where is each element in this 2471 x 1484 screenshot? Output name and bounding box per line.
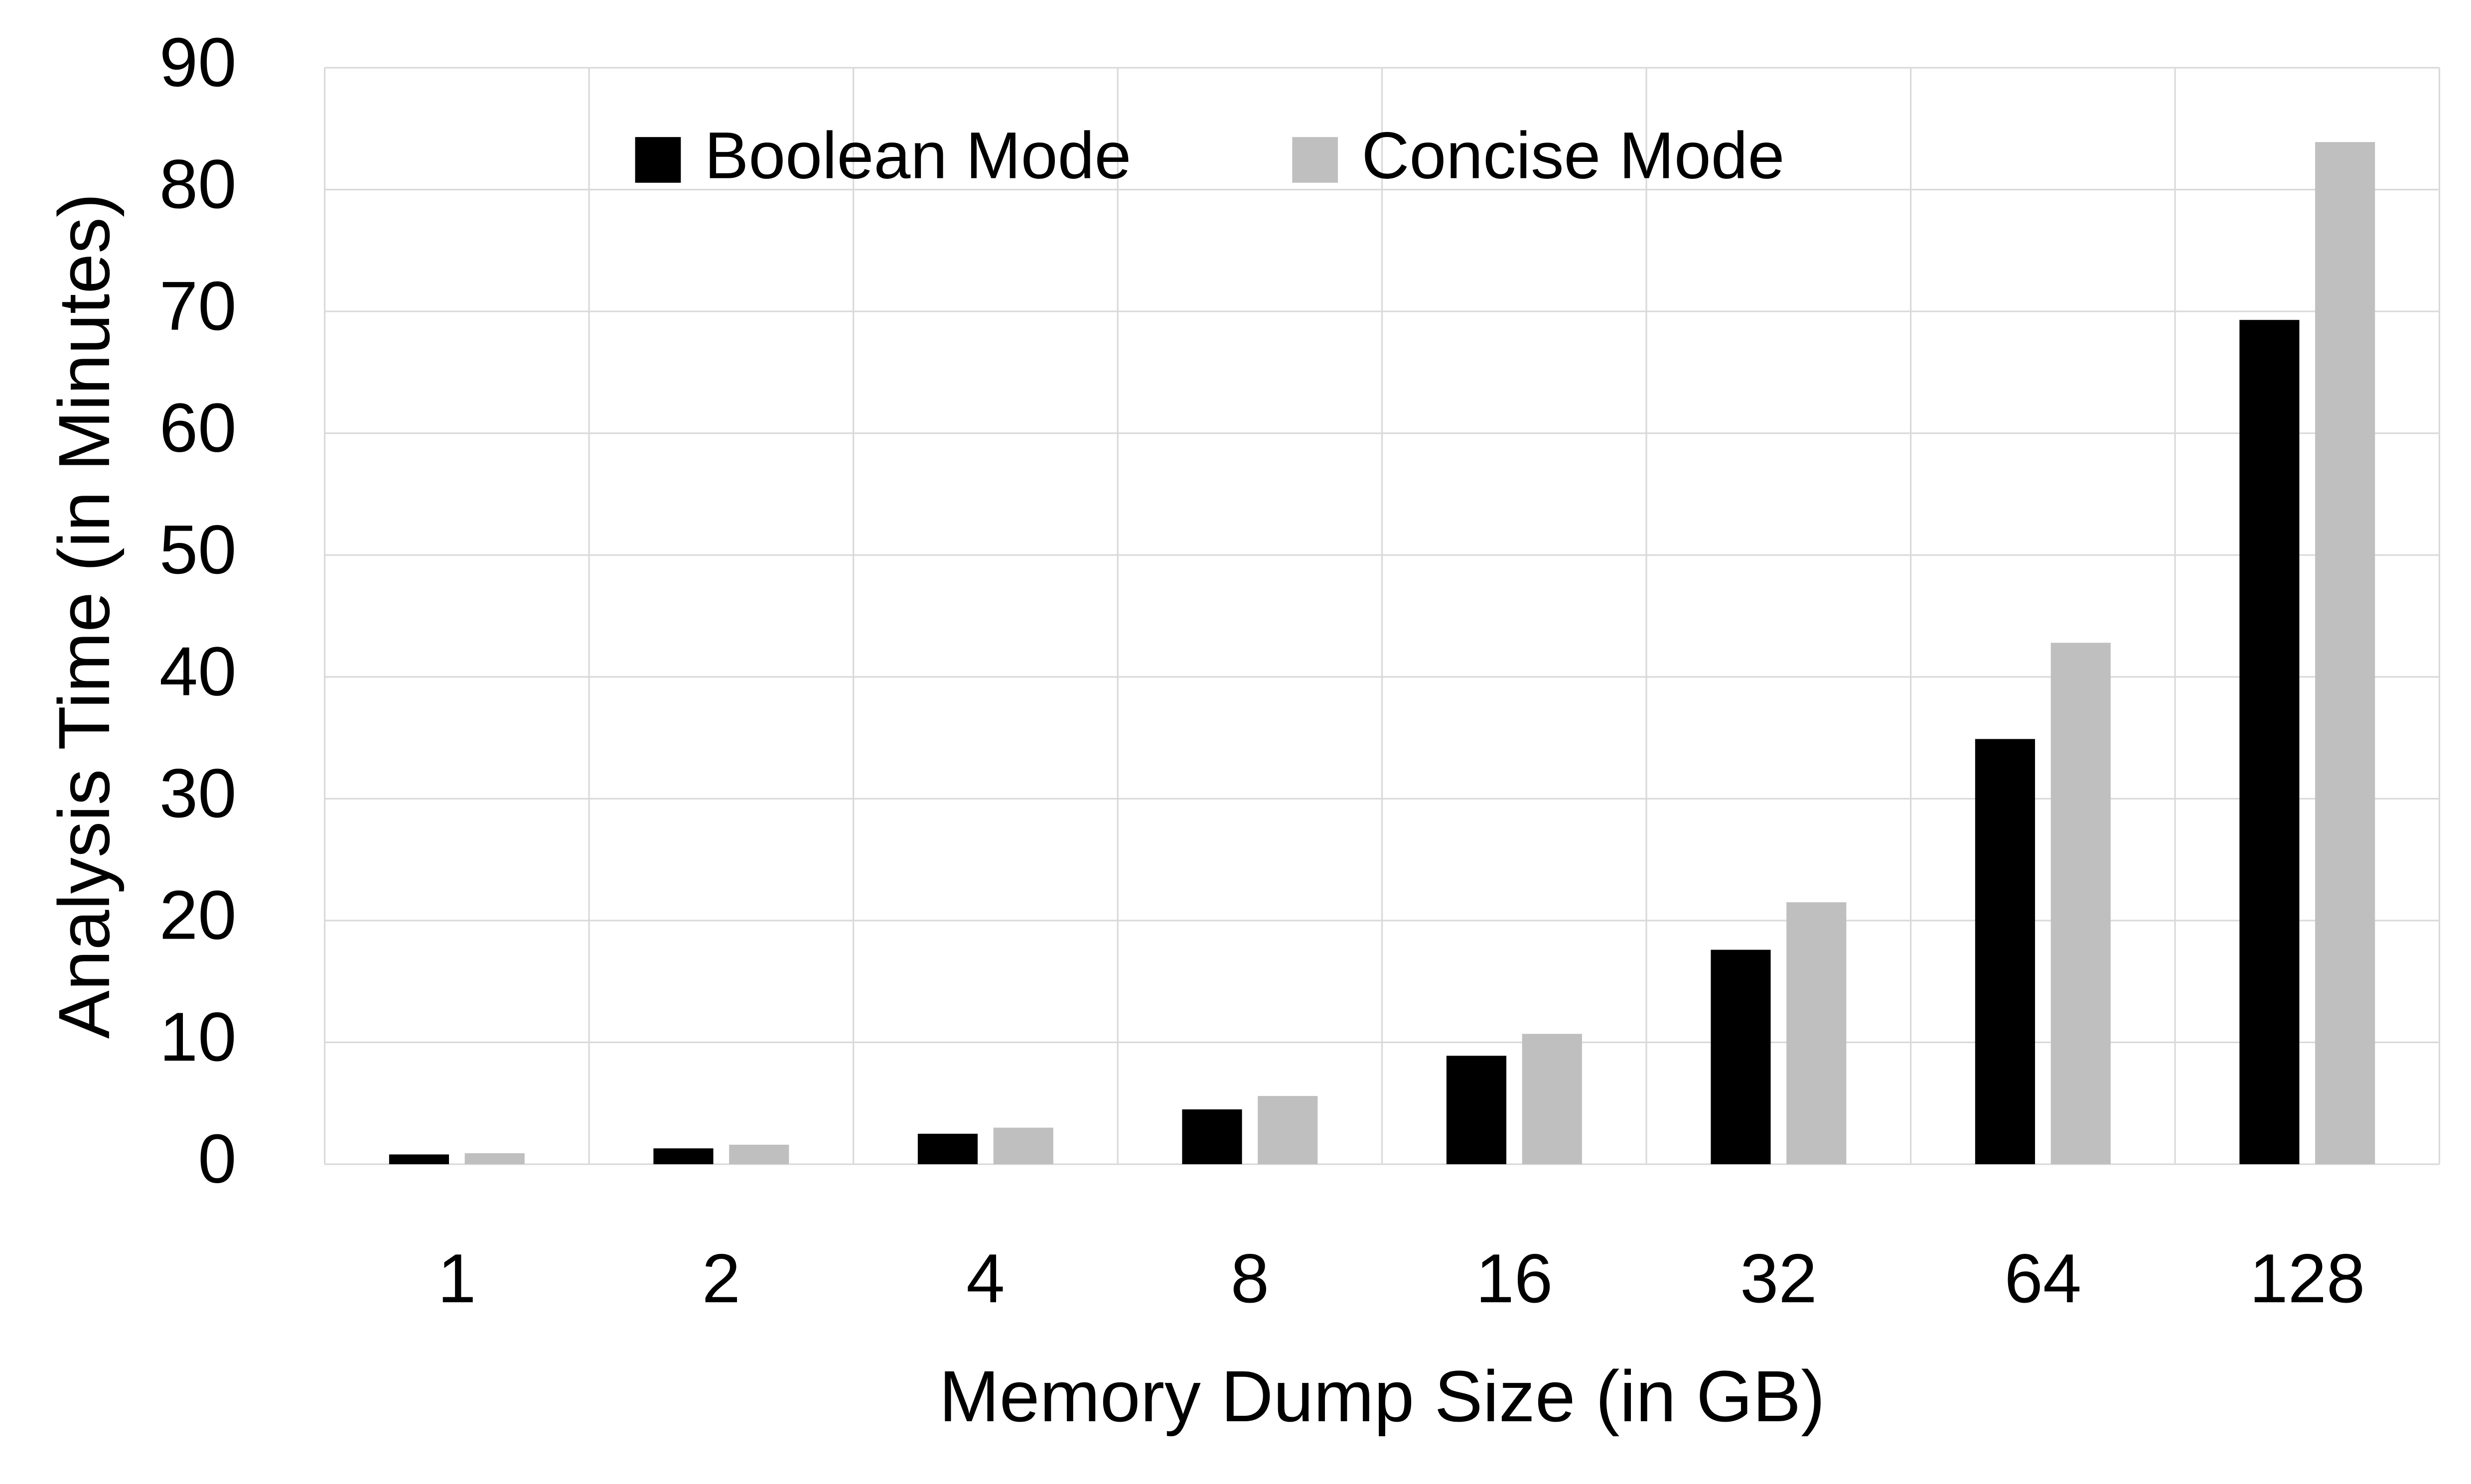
x-tick-label: 16: [1475, 1240, 1553, 1317]
y-tick-label: 50: [159, 511, 237, 588]
bar: [1975, 739, 2035, 1165]
legend-swatch: [1292, 137, 1338, 183]
y-tick-label: 20: [159, 877, 237, 954]
bar: [2050, 643, 2111, 1165]
x-tick-label: 64: [2004, 1240, 2081, 1317]
bar: [389, 1154, 449, 1165]
y-tick-label: 30: [159, 755, 237, 832]
bar: [917, 1133, 978, 1165]
bar: [2315, 142, 2375, 1165]
bar: [1522, 1034, 1582, 1165]
y-axis-label: Analysis Time (in Minutes): [43, 193, 125, 1039]
bar: [2239, 320, 2300, 1165]
x-tick-label: 2: [702, 1240, 740, 1317]
bar: [729, 1144, 789, 1165]
x-tick-label: 128: [2249, 1240, 2365, 1317]
x-tick-label: 4: [966, 1240, 1005, 1317]
x-axis-label: Memory Dump Size (in GB): [939, 1355, 1825, 1437]
bar: [653, 1148, 714, 1165]
bar: [1711, 949, 1771, 1165]
bar: [1446, 1056, 1507, 1165]
bar: [1258, 1096, 1318, 1165]
y-tick-label: 0: [198, 1120, 236, 1198]
bar: [993, 1127, 1053, 1165]
x-tick-label: 8: [1231, 1240, 1269, 1317]
y-tick-label: 80: [159, 145, 237, 223]
bar: [464, 1153, 525, 1165]
x-tick-label: 32: [1740, 1240, 1817, 1317]
y-tick-label: 70: [159, 268, 237, 345]
legend-swatch: [635, 137, 681, 183]
y-tick-label: 60: [159, 389, 237, 466]
x-tick-label: 1: [437, 1240, 476, 1317]
legend-label: Boolean Mode: [705, 119, 1132, 193]
bar: [1182, 1109, 1242, 1165]
legend-label: Concise Mode: [1361, 119, 1784, 193]
y-tick-label: 40: [159, 633, 237, 710]
y-tick-label: 90: [159, 24, 237, 101]
y-tick-label: 10: [159, 998, 237, 1076]
bar: [1786, 902, 1847, 1165]
